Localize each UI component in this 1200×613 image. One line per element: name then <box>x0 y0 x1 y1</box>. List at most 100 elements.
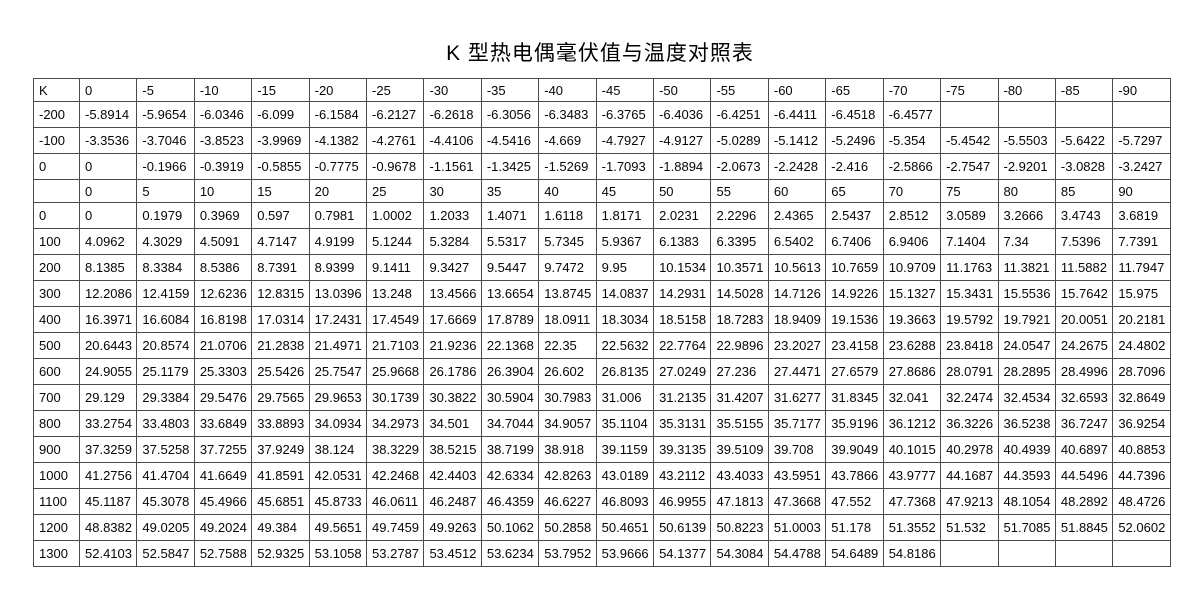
value-cell: -6.4577 <box>882 101 942 128</box>
value-cell: 22.1368 <box>480 332 540 359</box>
value-cell: -4.1382 <box>308 127 368 154</box>
row-label: 300 <box>33 280 80 307</box>
value-cell: 42.6334 <box>480 462 540 489</box>
value-cell: -1.7093 <box>595 153 655 180</box>
value-cell: 31.2135 <box>653 384 712 411</box>
value-cell: 44.7396 <box>1112 462 1171 489</box>
value-cell: 21.4971 <box>308 332 368 359</box>
value-cell: 44.3593 <box>997 462 1056 489</box>
value-cell: 35.7177 <box>767 410 827 437</box>
value-cell: 49.2024 <box>193 514 253 541</box>
value-cell: 14.5028 <box>710 280 769 307</box>
column-header-cell: -15 <box>251 78 310 102</box>
column-header-cell: -90 <box>1112 78 1171 102</box>
value-cell: -6.2618 <box>423 101 482 128</box>
value-cell: 48.8382 <box>78 514 138 541</box>
value-cell: 20.6443 <box>78 332 138 359</box>
value-cell: 26.3904 <box>480 358 540 385</box>
row-label: 1100 <box>33 488 80 515</box>
value-cell: 14.9226 <box>825 280 884 307</box>
value-cell: 7.5396 <box>1054 228 1114 255</box>
value-cell: 10.3571 <box>710 254 769 281</box>
value-cell: 21.2838 <box>251 332 310 359</box>
value-cell: 9.95 <box>595 254 655 281</box>
corner-cell <box>33 179 80 203</box>
value-cell: 31.4207 <box>710 384 769 411</box>
value-cell: 16.6084 <box>136 306 195 333</box>
value-cell: 20.2181 <box>1112 306 1171 333</box>
value-cell: 3.0589 <box>940 202 999 229</box>
value-cell: 43.2112 <box>653 462 712 489</box>
corner-cell: K <box>33 78 80 102</box>
column-header-cell: -65 <box>825 78 884 102</box>
column-header-cell: 75 <box>940 179 999 203</box>
value-cell: 21.9236 <box>423 332 482 359</box>
column-header-cell: 80 <box>997 179 1056 203</box>
value-cell: -6.1584 <box>308 101 368 128</box>
value-cell: 14.7126 <box>767 280 827 307</box>
value-cell: 31.006 <box>595 384 655 411</box>
value-cell: -5.9654 <box>136 101 195 128</box>
value-cell: 13.0396 <box>308 280 368 307</box>
row-label: 800 <box>33 410 80 437</box>
value-cell: 50.1062 <box>480 514 540 541</box>
value-cell: 26.8135 <box>595 358 655 385</box>
value-cell: 4.3029 <box>136 228 195 255</box>
value-cell: 5.1244 <box>366 228 425 255</box>
value-cell: 38.5215 <box>423 436 482 463</box>
column-header-cell: 15 <box>251 179 310 203</box>
table-row: 1100 45.1187 45.3078 45.4966 45.6851 45.8733 4… <box>33 488 1171 515</box>
table-row: 200 8.1385 8.3384 8.5386 8.7391 8.9399 9.1411 9… <box>33 254 1171 281</box>
value-cell: -3.7046 <box>136 127 195 154</box>
value-cell: -0.3919 <box>193 153 253 180</box>
value-cell: 37.3259 <box>78 436 138 463</box>
value-cell <box>1054 101 1114 128</box>
value-cell: -6.3056 <box>480 101 540 128</box>
value-cell: 15.975 <box>1112 280 1171 307</box>
column-header-cell: 55 <box>710 179 769 203</box>
value-cell: 31.8345 <box>825 384 884 411</box>
table-row: 700 29.129 29.3384 29.5476 29.7565 29.9653 30.… <box>33 384 1171 411</box>
value-cell: 31.6277 <box>767 384 827 411</box>
value-cell: 50.4651 <box>595 514 655 541</box>
column-header-cell: 90 <box>1112 179 1171 203</box>
value-cell: 46.0611 <box>366 488 425 515</box>
value-cell: 2.8512 <box>882 202 942 229</box>
value-cell: 12.8315 <box>251 280 310 307</box>
value-cell: 41.6649 <box>193 462 253 489</box>
value-cell: 40.2978 <box>940 436 999 463</box>
value-cell: 4.9199 <box>308 228 368 255</box>
value-cell: 23.6288 <box>882 332 942 359</box>
value-cell: 7.34 <box>997 228 1056 255</box>
value-cell: 19.3663 <box>882 306 942 333</box>
value-cell: 39.708 <box>767 436 827 463</box>
value-cell: 18.9409 <box>767 306 827 333</box>
value-cell: 51.0003 <box>767 514 827 541</box>
value-cell: 52.4103 <box>78 540 138 567</box>
value-cell: 36.9254 <box>1112 410 1171 437</box>
value-cell: 35.5155 <box>710 410 769 437</box>
row-label: -100 <box>33 127 80 154</box>
row-label: 1000 <box>33 462 80 489</box>
value-cell: 52.9325 <box>251 540 310 567</box>
value-cell: 13.8745 <box>538 280 597 307</box>
value-cell: 40.8853 <box>1112 436 1171 463</box>
value-cell: -0.5855 <box>251 153 310 180</box>
value-cell: 40.4939 <box>997 436 1056 463</box>
value-cell: 38.124 <box>308 436 368 463</box>
value-cell: -5.7297 <box>1112 127 1171 154</box>
value-cell: 24.9055 <box>78 358 138 385</box>
value-cell: 49.0205 <box>136 514 195 541</box>
value-cell: 11.7947 <box>1112 254 1171 281</box>
value-cell: 27.6579 <box>825 358 884 385</box>
value-cell: -5.4542 <box>940 127 999 154</box>
value-cell: -6.4411 <box>767 101 827 128</box>
value-cell: 16.3971 <box>78 306 138 333</box>
value-cell: 7.7391 <box>1112 228 1171 255</box>
value-cell <box>1112 540 1171 567</box>
value-cell: -6.0346 <box>193 101 253 128</box>
value-cell: -4.5416 <box>480 127 540 154</box>
value-cell: -4.669 <box>538 127 597 154</box>
value-cell: 34.0934 <box>308 410 368 437</box>
value-cell: 18.0911 <box>538 306 597 333</box>
